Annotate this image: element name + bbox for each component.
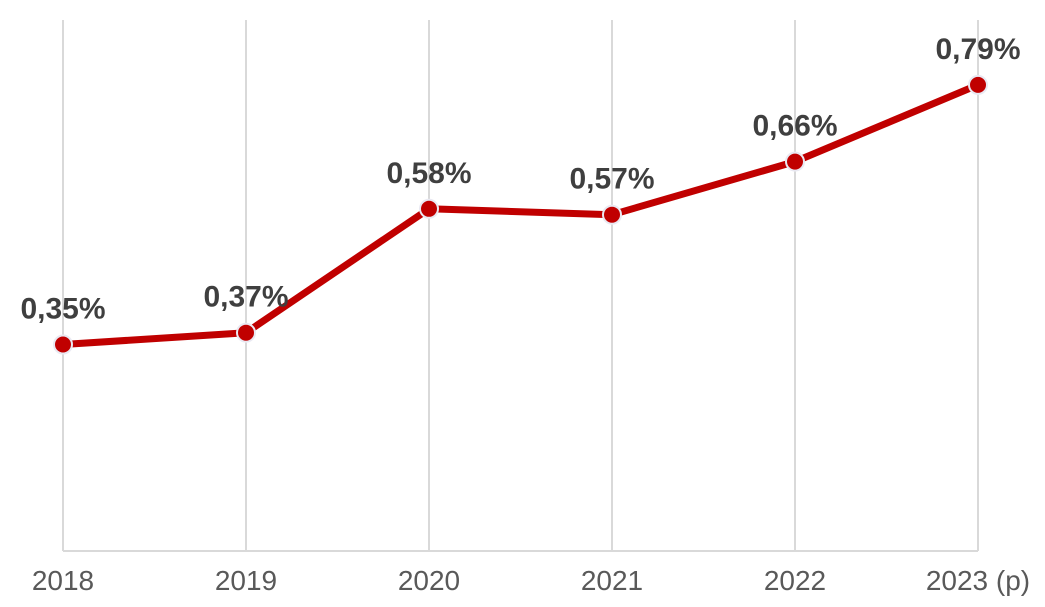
data-label-2022: 0,66% <box>752 110 837 143</box>
x-axis-tick-label-2021: 2021 <box>581 565 643 596</box>
data-point-marker-2023 (p) <box>968 74 988 95</box>
data-label-2020: 0,58% <box>386 157 471 190</box>
data-label-2023 (p): 0,79% <box>935 33 1020 66</box>
x-axis-tick-label-2020: 2020 <box>398 565 460 596</box>
data-point-marker-2020 <box>419 198 439 219</box>
data-label-2019: 0,37% <box>203 281 288 314</box>
data-label-2021: 0,57% <box>569 163 654 196</box>
data-label-2018: 0,35% <box>20 293 105 326</box>
data-point-marker-2022 <box>785 151 805 172</box>
data-point-marker-2019 <box>236 322 256 343</box>
x-axis-tick-label-2022: 2022 <box>764 565 826 596</box>
data-point-marker-2021 <box>602 204 622 225</box>
x-axis-tick-label-2018: 2018 <box>32 565 94 596</box>
series-line-share-percentage <box>59 81 982 348</box>
x-axis-tick-label-2023 (p): 2023 (p) <box>926 565 1030 596</box>
data-point-marker-2018 <box>53 334 73 355</box>
x-axis-tick-label-2019: 2019 <box>215 565 277 596</box>
